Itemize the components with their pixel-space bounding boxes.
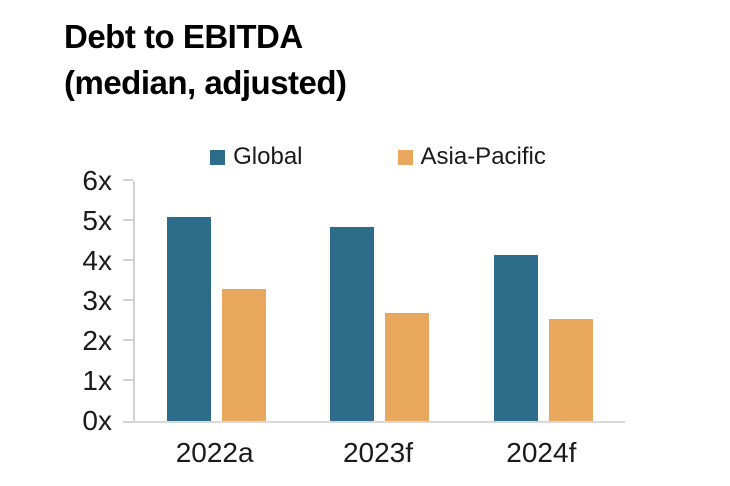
chart-legend: Global Asia-Pacific xyxy=(133,143,623,171)
y-axis-labels: 0x 1x 2x 3x 4x 5x 6x xyxy=(50,167,112,435)
y-tick-mark-2x xyxy=(123,339,133,341)
chart-title-line2: (median, adjusted) xyxy=(64,64,347,101)
bar-global-2022a xyxy=(167,217,212,421)
y-tick-mark-3x xyxy=(123,299,133,301)
y-tick-label-3x: 3x xyxy=(82,285,112,316)
bar-global-2024f xyxy=(493,255,538,421)
x-axis-label-2024f: 2024f xyxy=(506,437,577,468)
legend-item-global: Global xyxy=(210,143,303,171)
y-tick-label-5x: 5x xyxy=(82,205,112,236)
chart-title: Debt to EBITDA (median, adjusted) xyxy=(64,14,347,106)
bar-group-2022a xyxy=(135,181,298,421)
bar-group-2023f xyxy=(298,181,461,421)
bar-group-2024f xyxy=(462,181,625,421)
y-tick-mark-0x xyxy=(123,421,133,423)
legend-item-asia-pacific: Asia-Pacific xyxy=(397,143,546,171)
bar-global-2023f xyxy=(330,227,375,421)
y-tick-mark-4x xyxy=(123,259,133,261)
y-tick-mark-5x xyxy=(123,219,133,221)
x-axis-labels: 2022a 2023f 2024f xyxy=(133,437,623,469)
y-tick-label-1x: 1x xyxy=(82,365,112,396)
bar-asia-pacific-2022a xyxy=(222,289,267,421)
y-tick-label-4x: 4x xyxy=(82,245,112,276)
y-tick-label-0x: 0x xyxy=(82,405,112,436)
bar-asia-pacific-2023f xyxy=(385,313,430,421)
y-tick-label-2x: 2x xyxy=(82,325,112,356)
legend-label-asia-pacific: Asia-Pacific xyxy=(420,143,546,170)
legend-swatch-global-icon xyxy=(210,149,226,165)
x-axis-label-2023f: 2023f xyxy=(342,437,414,468)
x-axis-label-2022a: 2022a xyxy=(175,437,254,468)
legend-label-global: Global xyxy=(233,143,303,170)
plot-area xyxy=(123,179,625,423)
bars-layer xyxy=(135,181,625,421)
y-tick-label-6x: 6x xyxy=(82,165,112,196)
y-tick-mark-6x xyxy=(123,179,133,181)
y-tick-mark-1x xyxy=(123,379,133,381)
chart-title-line1: Debt to EBITDA xyxy=(64,18,303,55)
legend-swatch-asia-pacific-icon xyxy=(397,149,413,165)
bar-asia-pacific-2024f xyxy=(548,319,593,421)
